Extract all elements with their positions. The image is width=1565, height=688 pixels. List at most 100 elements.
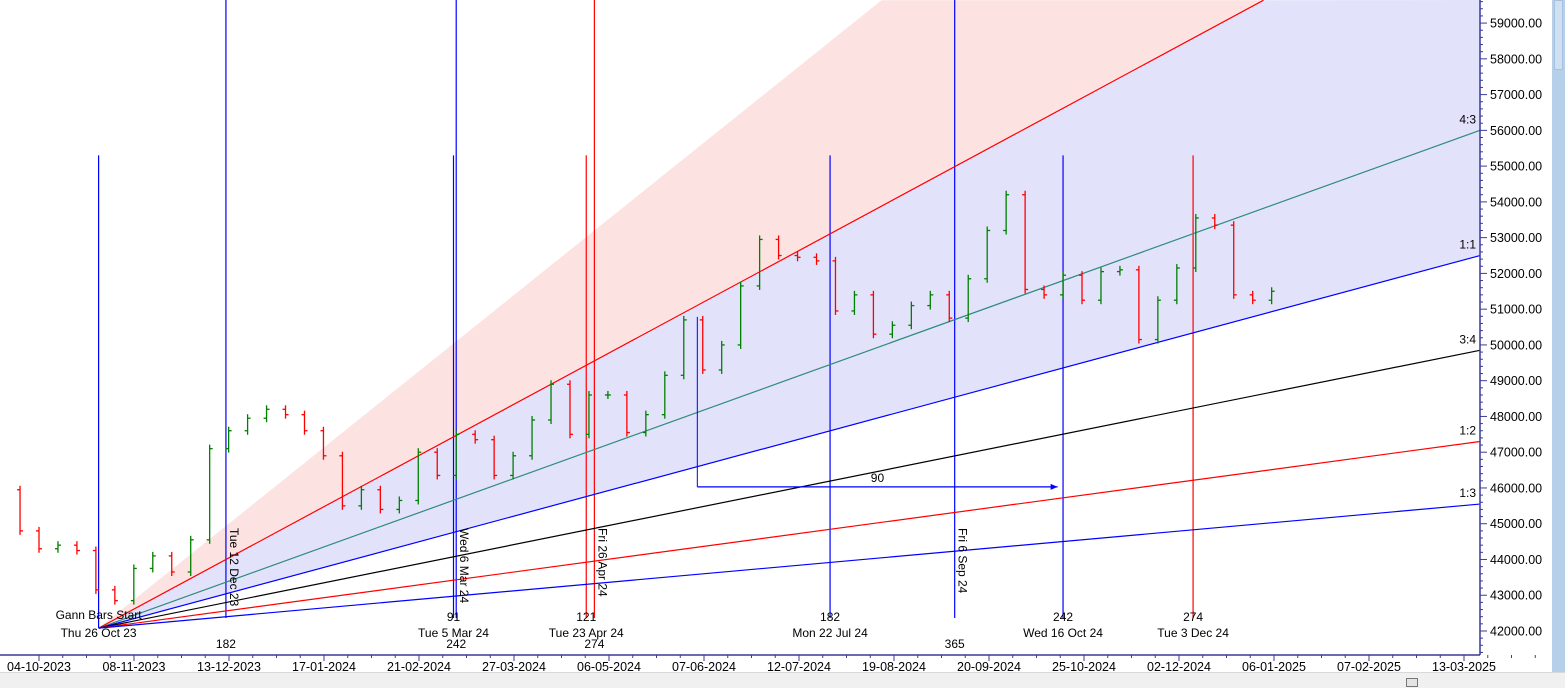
price-bar bbox=[54, 541, 61, 553]
price-bar bbox=[434, 448, 441, 480]
y-tick-label: 44000.00 bbox=[1490, 553, 1542, 567]
x-tick-label: 27-03-2024 bbox=[482, 660, 546, 672]
gann-fan-line bbox=[98, 440, 1481, 629]
price-bar bbox=[1249, 290, 1256, 305]
price-bar bbox=[36, 526, 42, 553]
price-bar bbox=[908, 301, 915, 330]
x-tick-label: 19-08-2024 bbox=[862, 660, 926, 672]
y-tick-label: 48000.00 bbox=[1490, 410, 1542, 424]
x-tick-label: 06-05-2024 bbox=[577, 660, 641, 672]
gann-fan-line bbox=[98, 0, 1264, 629]
x-tick-label: 17-01-2024 bbox=[292, 660, 356, 672]
price-bar bbox=[832, 256, 839, 315]
horizontal-scroll-thumb[interactable] bbox=[1406, 678, 1418, 687]
x-tick-label: 20-09-2024 bbox=[957, 660, 1021, 672]
fan-ratio-label: 1:3 bbox=[1459, 486, 1476, 500]
gann-chart[interactable]: 90 Gann Bars Start Thu 26 Oct 23 182 Tue 12… bbox=[0, 0, 1552, 672]
price-bar bbox=[718, 340, 725, 374]
rotated-date-label: Fri 6 Sep 24 bbox=[956, 528, 970, 594]
x-tick-label: 02-12-2024 bbox=[1147, 660, 1211, 672]
fan-ratio-label: 1:1 bbox=[1459, 238, 1476, 252]
vertical-scrollbar[interactable] bbox=[1552, 0, 1565, 672]
gann-fan-line bbox=[98, 349, 1481, 629]
price-bar bbox=[187, 535, 194, 576]
price-bar bbox=[377, 485, 384, 514]
date-label: Mon 22 Jul 24 bbox=[792, 626, 868, 640]
rotated-date-label: Tue 12 Dec 23 bbox=[227, 528, 241, 607]
bar-count-label: 182 bbox=[216, 637, 236, 651]
price-bar bbox=[927, 290, 934, 310]
price-bar bbox=[263, 405, 270, 423]
price-bar bbox=[680, 315, 687, 380]
price-bar bbox=[301, 410, 308, 435]
date-label: Tue 5 Mar 24 bbox=[418, 626, 489, 640]
x-tick-label: 07-06-2024 bbox=[672, 660, 736, 672]
gann-fan-line bbox=[98, 503, 1481, 629]
y-tick-label: 42000.00 bbox=[1490, 625, 1542, 639]
gann-fills bbox=[98, 0, 1481, 629]
y-tick-label: 50000.00 bbox=[1490, 338, 1542, 352]
price-bar bbox=[529, 416, 536, 460]
price-bar bbox=[585, 390, 592, 439]
y-tick-label: 46000.00 bbox=[1490, 481, 1542, 495]
vertical-scroll-thumb[interactable] bbox=[1554, 0, 1563, 70]
y-tick-label: 52000.00 bbox=[1490, 267, 1542, 281]
date-label: Tue 23 Apr 24 bbox=[549, 626, 624, 640]
x-tick-label: 25-10-2024 bbox=[1052, 660, 1116, 672]
price-bar bbox=[92, 546, 99, 594]
gann-fan-line bbox=[98, 254, 1481, 629]
price-bar bbox=[737, 281, 744, 349]
price-bar bbox=[1211, 213, 1218, 230]
bar-count-label: 242 bbox=[446, 637, 466, 651]
price-bar bbox=[813, 253, 820, 265]
y-tick-label: 56000.00 bbox=[1490, 124, 1542, 138]
price-bar bbox=[1173, 264, 1180, 305]
price-bar bbox=[111, 585, 118, 605]
price-bar bbox=[984, 226, 991, 283]
price-bar bbox=[1003, 190, 1010, 235]
price-bar bbox=[946, 290, 953, 323]
price-bar bbox=[889, 321, 896, 339]
bar-count-label: 242 bbox=[1053, 610, 1073, 624]
bar-count-label: 274 bbox=[1183, 610, 1203, 624]
price-bar bbox=[1192, 213, 1199, 273]
date-label: Tue 3 Dec 24 bbox=[1157, 626, 1229, 640]
fan-ratio-label: 1:2 bbox=[1459, 423, 1476, 437]
gann-fan bbox=[98, 0, 1481, 629]
price-bar bbox=[1022, 190, 1029, 294]
x-tick-label: 07-02-2025 bbox=[1337, 660, 1401, 672]
price-bar bbox=[1060, 271, 1067, 299]
price-bar bbox=[1154, 296, 1161, 344]
price-bar bbox=[604, 390, 611, 399]
price-bar bbox=[775, 235, 782, 260]
y-tick-label: 51000.00 bbox=[1490, 303, 1542, 317]
x-tick-label: 08-11-2023 bbox=[102, 660, 165, 672]
x-tick-label: 04-10-2023 bbox=[7, 660, 71, 672]
x-tick-label: 13-12-2023 bbox=[197, 660, 261, 672]
x-tick-label: 12-07-2024 bbox=[767, 660, 831, 672]
horizontal-scrollbar[interactable] bbox=[0, 672, 1565, 688]
price-bar bbox=[548, 380, 555, 425]
x-tick-label: 21-02-2024 bbox=[387, 660, 451, 672]
price-bar bbox=[642, 410, 649, 437]
bar-count-label: 365 bbox=[945, 637, 965, 651]
y-tick-label: 43000.00 bbox=[1490, 589, 1542, 603]
y-tick-label: 54000.00 bbox=[1490, 195, 1542, 209]
y-tick-label: 59000.00 bbox=[1490, 17, 1542, 31]
price-bar bbox=[1268, 287, 1275, 305]
price-bar bbox=[1230, 221, 1237, 299]
price-bar bbox=[510, 451, 517, 480]
y-tick-label: 45000.00 bbox=[1490, 517, 1542, 531]
price-bar bbox=[244, 414, 251, 435]
fan-ratio-label: 4:3 bbox=[1459, 112, 1476, 126]
price-bar bbox=[453, 430, 460, 480]
bar-count-label: 182 bbox=[820, 610, 840, 624]
x-tick-label: 13-03-2025 bbox=[1432, 660, 1496, 672]
price-bar bbox=[1116, 265, 1123, 276]
price-bar bbox=[358, 485, 365, 510]
date-label: Wed 16 Oct 24 bbox=[1023, 626, 1103, 640]
price-bar bbox=[282, 405, 289, 419]
y-tick-label: 55000.00 bbox=[1490, 160, 1542, 174]
x-tick-label: 06-01-2025 bbox=[1242, 660, 1306, 672]
price-bar bbox=[73, 541, 80, 555]
